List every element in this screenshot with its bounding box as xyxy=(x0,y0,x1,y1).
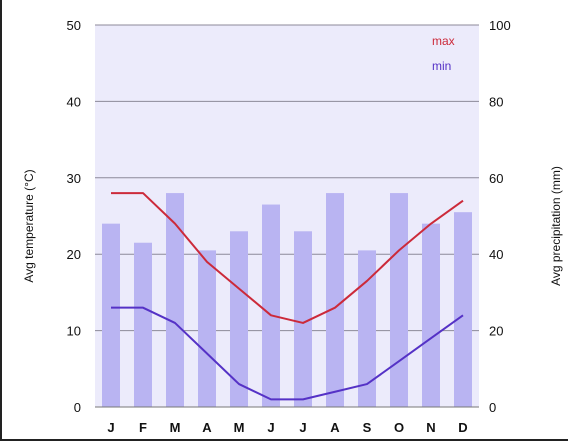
series-line-max xyxy=(111,192,464,324)
y-axis-title: Avg temperature (°C) xyxy=(22,169,36,282)
precip-bar xyxy=(454,212,472,407)
x-tick-label: J xyxy=(267,420,274,435)
precip-bar xyxy=(262,204,280,407)
x-tick-label: M xyxy=(234,420,245,435)
precip-bar xyxy=(134,242,152,407)
plot-background xyxy=(95,25,479,407)
x-tick-label: S xyxy=(363,420,372,435)
y2-tick-label: 20 xyxy=(489,324,503,339)
x-tick-label: O xyxy=(394,420,404,435)
precip-bar xyxy=(166,193,184,407)
y-tick-label: 40 xyxy=(67,94,81,109)
precipitation-bars xyxy=(102,193,472,407)
x-tick-label: J xyxy=(299,420,306,435)
x-tick-label: N xyxy=(426,420,435,435)
gridlines xyxy=(95,24,479,332)
precip-bar xyxy=(102,223,120,407)
x-tick-label: A xyxy=(202,420,212,435)
y2-tick-label: 100 xyxy=(489,18,511,33)
series-line-min xyxy=(111,306,464,401)
temperature-lines xyxy=(111,192,464,401)
x-tick-label: A xyxy=(330,420,340,435)
x-tick-label: J xyxy=(107,420,114,435)
precip-bar xyxy=(358,250,376,407)
y2-tick-label: 40 xyxy=(489,247,503,262)
x-tick-label: M xyxy=(170,420,181,435)
y2-tick-label: 60 xyxy=(489,171,503,186)
legend-max: max xyxy=(432,34,455,48)
y-tick-label: 20 xyxy=(67,247,81,262)
y2-axis-title: Avg precipitation (mm) xyxy=(549,166,563,286)
y-tick-label: 30 xyxy=(67,171,81,186)
precip-bar xyxy=(390,193,408,407)
left-axis-ticks: 0 10 20 30 40 50 xyxy=(67,18,81,415)
right-axis-ticks: 0 20 40 60 80 100 xyxy=(489,18,511,415)
y2-tick-label: 80 xyxy=(489,94,503,109)
precip-bar xyxy=(326,193,344,407)
x-tick-label: F xyxy=(139,420,147,435)
y-tick-label: 0 xyxy=(74,400,81,415)
y2-tick-label: 0 xyxy=(489,400,496,415)
y-tick-label: 10 xyxy=(67,324,81,339)
precip-bar xyxy=(422,223,440,407)
precip-bar xyxy=(230,231,248,407)
precip-bar xyxy=(294,231,312,407)
y-tick-label: 50 xyxy=(67,18,81,33)
precip-bar xyxy=(198,250,216,407)
x-tick-label: D xyxy=(458,420,467,435)
legend-min: min xyxy=(432,59,451,73)
